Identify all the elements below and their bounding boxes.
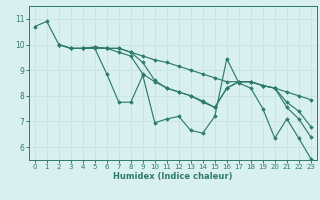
X-axis label: Humidex (Indice chaleur): Humidex (Indice chaleur) <box>113 172 233 181</box>
